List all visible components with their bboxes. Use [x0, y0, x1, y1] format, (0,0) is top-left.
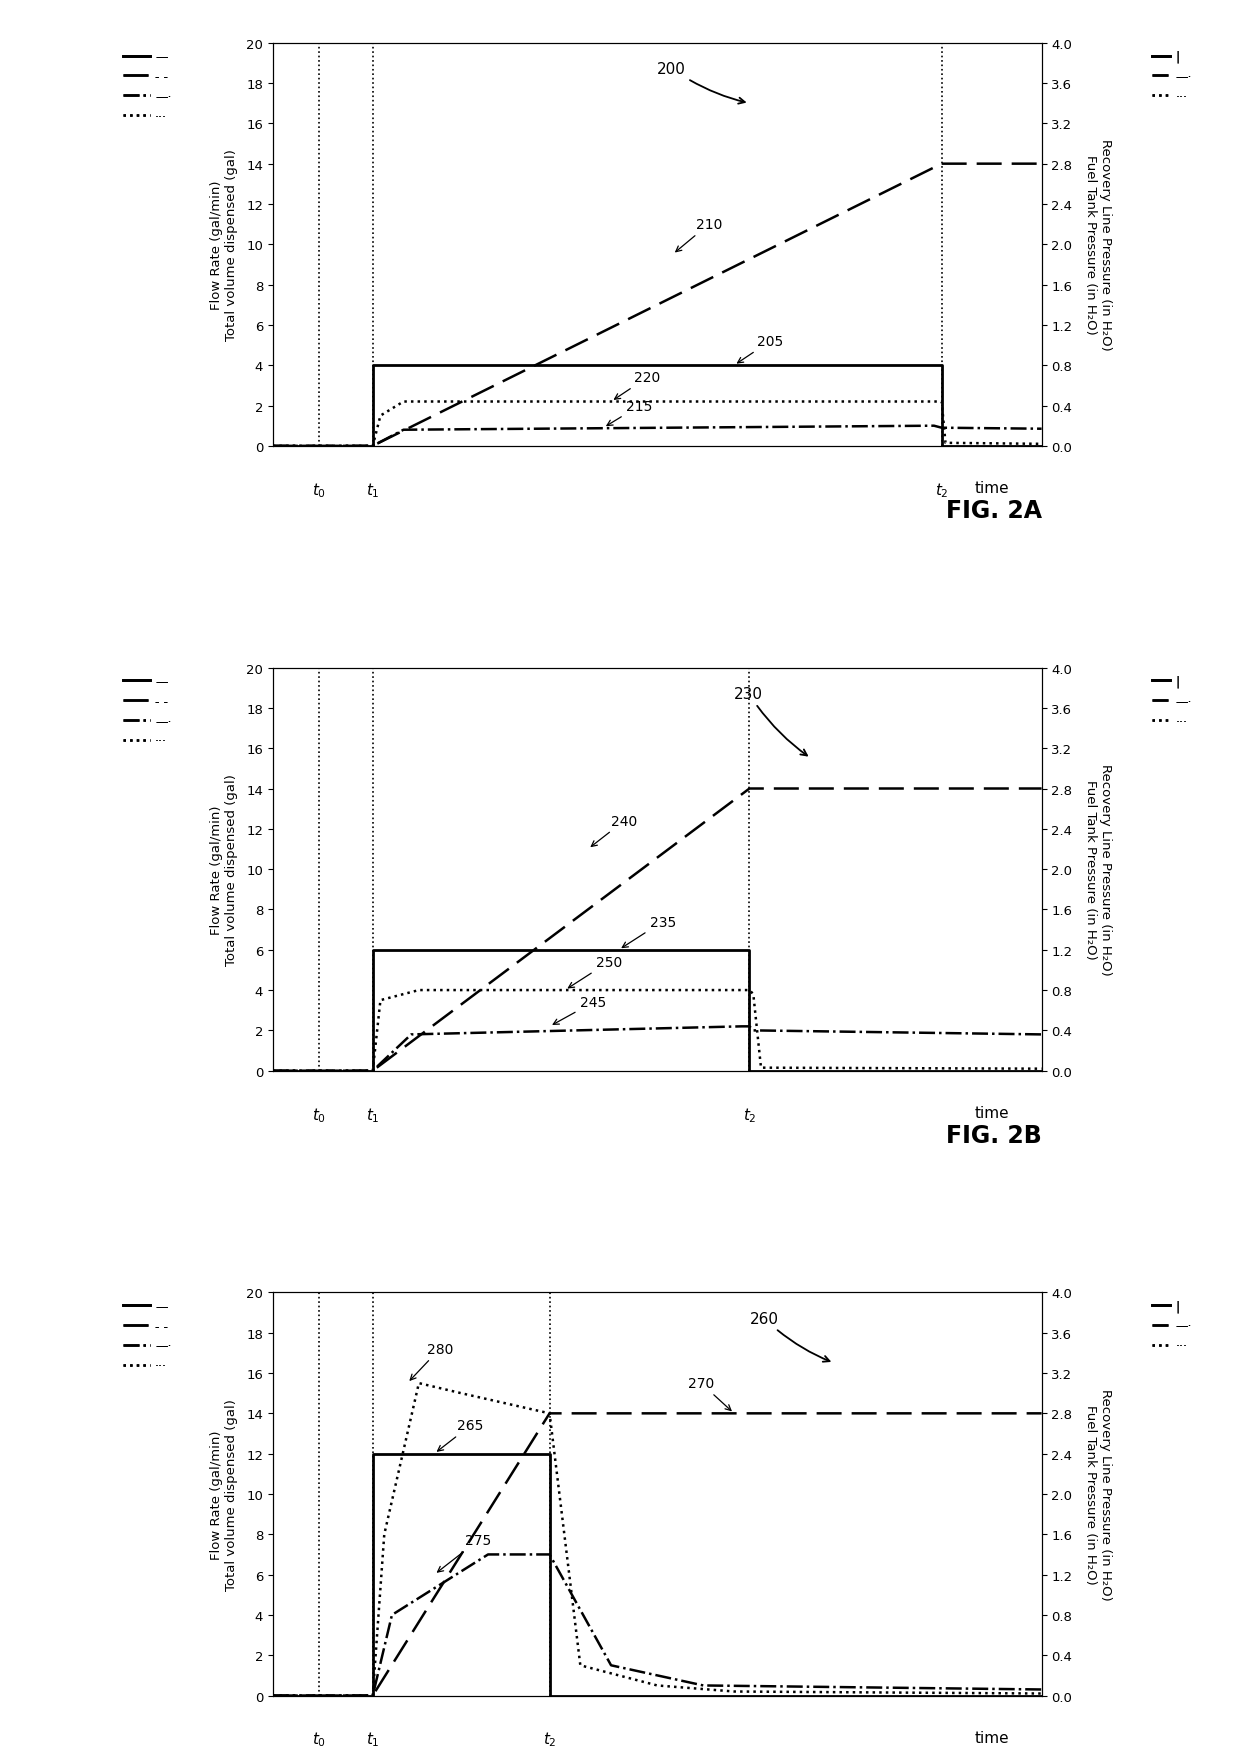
Text: 235: 235: [622, 914, 676, 947]
Text: $t_2$: $t_2$: [543, 1731, 557, 1748]
Legend: |, —·, ···: |, —·, ···: [1147, 671, 1197, 732]
Text: $t_1$: $t_1$: [366, 481, 379, 500]
Text: 200: 200: [657, 61, 745, 105]
Legend: |, —·, ···: |, —·, ···: [1147, 45, 1197, 108]
Text: 270: 270: [688, 1376, 732, 1411]
Y-axis label: Flow Rate (gal/min)
Total volume dispensed (gal): Flow Rate (gal/min) Total volume dispens…: [210, 774, 238, 965]
Text: 220: 220: [615, 371, 661, 400]
Text: FIG. 2B: FIG. 2B: [946, 1124, 1042, 1147]
Text: $t_0$: $t_0$: [312, 481, 326, 500]
Text: $t_2$: $t_2$: [935, 481, 949, 500]
Y-axis label: Recovery Line Pressure (in H₂O)
Fuel Tank Pressure (in H₂O): Recovery Line Pressure (in H₂O) Fuel Tan…: [1084, 1388, 1111, 1599]
Legend: |, —·, ···: |, —·, ···: [1147, 1295, 1197, 1358]
Text: 245: 245: [553, 996, 606, 1024]
Legend: —, - -, —·, ···: —, - -, —·, ···: [118, 45, 176, 129]
Text: FIG. 2A: FIG. 2A: [946, 498, 1042, 523]
Text: $t_0$: $t_0$: [312, 1105, 326, 1124]
Text: time: time: [975, 481, 1009, 496]
Text: 210: 210: [676, 218, 722, 252]
Text: 240: 240: [591, 815, 637, 848]
Text: 205: 205: [738, 336, 784, 364]
Text: 260: 260: [749, 1311, 830, 1362]
Text: 280: 280: [410, 1342, 453, 1381]
Text: time: time: [975, 1731, 1009, 1745]
Legend: —, - -, —·, ···: —, - -, —·, ···: [118, 1295, 176, 1377]
Text: $t_1$: $t_1$: [366, 1105, 379, 1124]
Text: $t_0$: $t_0$: [312, 1731, 326, 1748]
Legend: —, - -, —·, ···: —, - -, —·, ···: [118, 671, 176, 753]
Text: 275: 275: [438, 1533, 491, 1571]
Y-axis label: Recovery Line Pressure (in H₂O)
Fuel Tank Pressure (in H₂O): Recovery Line Pressure (in H₂O) Fuel Tan…: [1084, 140, 1111, 351]
Text: 215: 215: [606, 399, 652, 427]
Y-axis label: Flow Rate (gal/min)
Total volume dispensed (gal): Flow Rate (gal/min) Total volume dispens…: [210, 1398, 238, 1591]
Text: time: time: [975, 1105, 1009, 1120]
Y-axis label: Recovery Line Pressure (in H₂O)
Fuel Tank Pressure (in H₂O): Recovery Line Pressure (in H₂O) Fuel Tan…: [1084, 764, 1111, 975]
Text: 265: 265: [438, 1419, 484, 1451]
Y-axis label: Flow Rate (gal/min)
Total volume dispensed (gal): Flow Rate (gal/min) Total volume dispens…: [210, 149, 238, 341]
Text: 250: 250: [568, 956, 622, 988]
Text: $t_2$: $t_2$: [743, 1105, 756, 1124]
Text: 230: 230: [734, 687, 807, 757]
Text: $t_1$: $t_1$: [366, 1731, 379, 1748]
